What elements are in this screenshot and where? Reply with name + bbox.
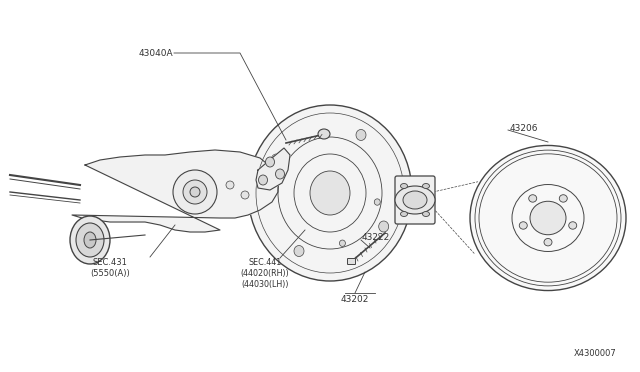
Text: SEC.431
(5550(A)): SEC.431 (5550(A)) [90, 258, 130, 278]
Ellipse shape [318, 129, 330, 139]
Circle shape [190, 187, 200, 197]
Ellipse shape [374, 199, 380, 205]
Ellipse shape [310, 171, 350, 215]
Circle shape [183, 180, 207, 204]
Text: 43202: 43202 [341, 295, 369, 304]
Ellipse shape [519, 222, 527, 229]
Ellipse shape [275, 169, 285, 179]
FancyBboxPatch shape [395, 176, 435, 224]
Ellipse shape [70, 216, 110, 264]
Ellipse shape [569, 222, 577, 229]
Ellipse shape [422, 212, 429, 217]
Ellipse shape [422, 183, 429, 189]
Polygon shape [72, 150, 278, 232]
Ellipse shape [271, 154, 282, 165]
Ellipse shape [76, 223, 104, 257]
Text: SEC.441
(44020(RH))
(44030(LH)): SEC.441 (44020(RH)) (44030(LH)) [241, 258, 289, 289]
Circle shape [226, 181, 234, 189]
Circle shape [241, 191, 249, 199]
Ellipse shape [266, 157, 275, 167]
Ellipse shape [530, 201, 566, 235]
Ellipse shape [401, 212, 408, 217]
Ellipse shape [248, 105, 412, 281]
Text: 43206: 43206 [510, 124, 538, 132]
Circle shape [173, 170, 217, 214]
Ellipse shape [403, 191, 427, 209]
Ellipse shape [544, 238, 552, 246]
FancyBboxPatch shape [348, 259, 355, 264]
Ellipse shape [559, 195, 567, 202]
Text: X4300007: X4300007 [574, 349, 617, 358]
Ellipse shape [84, 232, 96, 248]
Ellipse shape [395, 186, 435, 214]
Ellipse shape [470, 145, 626, 291]
Polygon shape [256, 148, 290, 190]
Ellipse shape [259, 175, 268, 185]
Ellipse shape [356, 129, 366, 141]
Ellipse shape [339, 240, 346, 246]
Ellipse shape [379, 221, 388, 232]
Text: 43222: 43222 [362, 232, 390, 241]
Ellipse shape [401, 183, 408, 189]
Text: 43040A: 43040A [138, 48, 173, 58]
Ellipse shape [294, 246, 304, 257]
Ellipse shape [529, 195, 537, 202]
